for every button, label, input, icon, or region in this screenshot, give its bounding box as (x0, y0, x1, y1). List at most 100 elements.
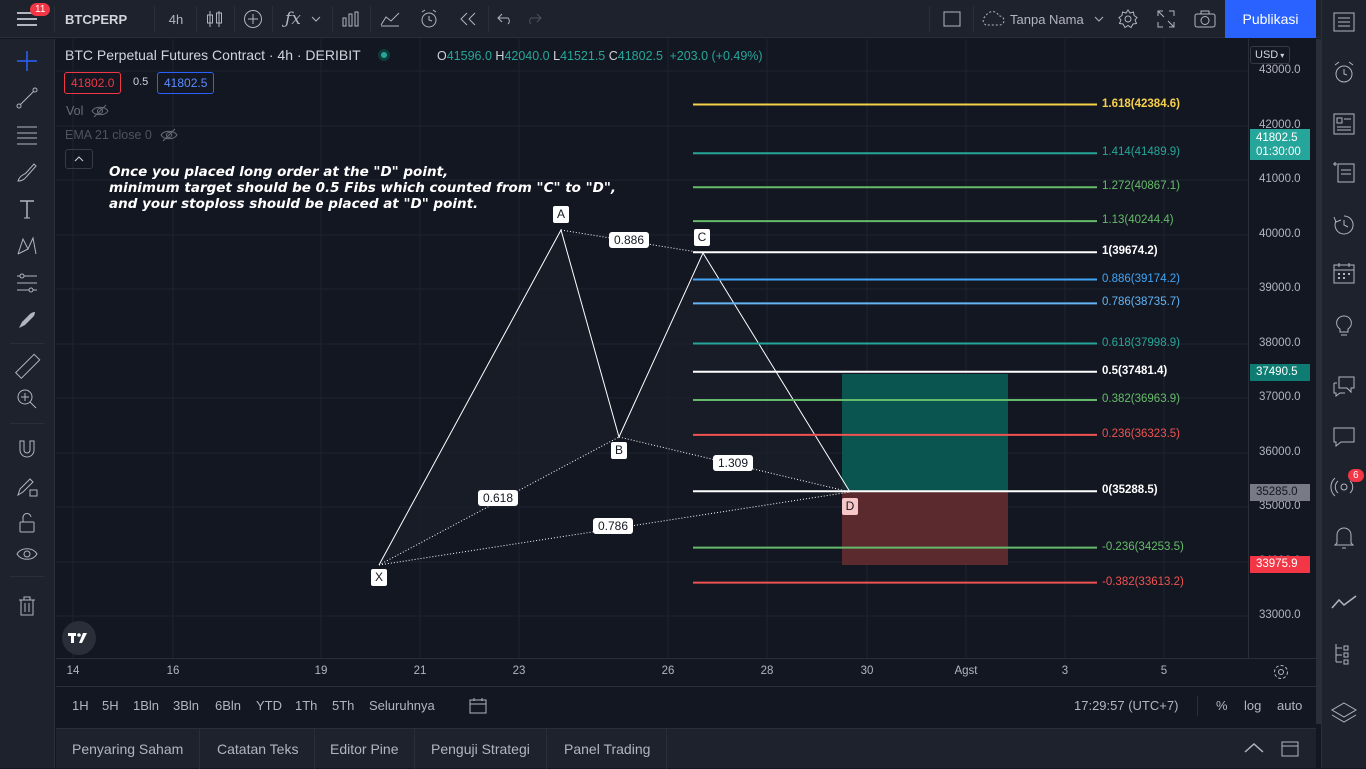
hidden-eye-icon[interactable] (160, 128, 178, 142)
fullscreen-button[interactable] (1148, 0, 1184, 38)
layers-icon (1331, 702, 1357, 723)
legend-title[interactable]: BTC Perpetual Futures Contract · 4h · DE… (65, 47, 361, 63)
range-button[interactable]: 1Th (295, 698, 318, 713)
time-tick: 16 (166, 665, 180, 677)
text-tool[interactable] (10, 192, 44, 226)
undo-button[interactable] (490, 0, 520, 38)
candles-icon (207, 11, 222, 27)
price-axis[interactable]: USD ▾ 43000.0 42000.0 41000.0 40000.0 39000.0… (1248, 39, 1316, 658)
ratio-bd-label: 1.309 (713, 455, 754, 471)
currency-button[interactable]: USD ▾ (1250, 46, 1290, 64)
strategy-note[interactable]: Once you placed long order at the "D" po… (109, 164, 616, 212)
alert-button[interactable] (410, 0, 448, 38)
hide-drawings-tool[interactable] (10, 537, 44, 571)
hotlist-button[interactable] (1327, 155, 1361, 189)
price-tick: 39000.0 (1259, 282, 1301, 294)
templates-button[interactable] (372, 0, 408, 38)
snapshot-button[interactable] (1186, 0, 1224, 38)
buy-button[interactable]: 41802.5 (157, 72, 215, 94)
zoom-tool[interactable] (10, 382, 44, 416)
notifications-button[interactable] (1327, 520, 1361, 554)
time-axis[interactable]: 14 16 19 21 23 26 28 30 Agst 3 5 (56, 658, 1316, 685)
financials-button[interactable] (334, 0, 368, 38)
sell-button[interactable]: 41802.0 (64, 72, 122, 94)
remove-drawings-tool[interactable] (10, 589, 44, 623)
point-a-label: A (553, 206, 569, 223)
bottom-tab[interactable]: Penguji Strategi (415, 729, 547, 769)
bottom-tab[interactable]: Panel Trading (548, 729, 668, 769)
pattern-tool[interactable] (10, 229, 44, 263)
calendar-button[interactable] (1327, 256, 1361, 290)
plus-circle-icon (244, 10, 262, 28)
chart-pane[interactable]: BTC Perpetual Futures Contract · 4h · DE… (56, 39, 1248, 658)
last-price: 41802.5 (1256, 132, 1298, 144)
watchlist-button[interactable] (1327, 5, 1361, 39)
redo-button[interactable] (520, 0, 548, 38)
trendline-tool[interactable] (10, 81, 44, 115)
alerts-button[interactable] (1327, 56, 1361, 90)
icons-tool[interactable] (10, 303, 44, 337)
forecast-tool[interactable] (10, 266, 44, 300)
bottom-tab[interactable]: Catatan Teks (201, 729, 316, 769)
stop-zone[interactable] (842, 492, 1008, 565)
range-button[interactable]: Seluruhnya (369, 698, 435, 713)
fib-retracement[interactable] (693, 103, 1097, 584)
layers-button[interactable] (1327, 696, 1361, 730)
percent-scale-button[interactable]: % (1216, 698, 1228, 713)
chart-settings-button[interactable] (1272, 663, 1290, 684)
layout-button[interactable] (933, 0, 971, 38)
replay-button[interactable] (450, 0, 486, 38)
lock-draw-tool[interactable] (10, 469, 44, 503)
history-button[interactable] (1327, 208, 1361, 242)
messages-button[interactable] (1327, 420, 1361, 454)
zigzag-icon (1331, 595, 1357, 609)
expand-panel-button[interactable] (1244, 742, 1264, 757)
compare-button[interactable] (236, 0, 270, 38)
indicators-button[interactable]: ƒx (276, 0, 330, 38)
range-button[interactable]: 3Bln (173, 698, 200, 713)
range-button[interactable]: 6Bln (215, 698, 242, 713)
range-button[interactable]: 1Bln (133, 698, 160, 713)
publish-button[interactable]: Publikasi (1225, 0, 1316, 38)
market-status-icon[interactable] (378, 49, 391, 61)
fib-tool[interactable] (10, 118, 44, 152)
symbol-search[interactable]: BTCPERP (65, 11, 128, 27)
maximize-panel-button[interactable] (1281, 741, 1299, 760)
layout-name-button[interactable]: Tanpa Nama (976, 0, 1108, 38)
hidden-eye-icon[interactable] (91, 104, 109, 118)
menu-button[interactable]: 11 (4, 0, 51, 38)
chats-button[interactable] (1327, 369, 1361, 403)
collapse-legend-button[interactable] (65, 149, 93, 169)
bottom-tab[interactable]: Editor Pine (314, 729, 416, 769)
object-tree-button[interactable] (1327, 636, 1361, 670)
fib-level-label: 1.272(40867.1) (1102, 180, 1181, 193)
brush-tool[interactable] (10, 155, 44, 189)
candles-button[interactable] (198, 0, 232, 38)
data-window-button[interactable] (1327, 107, 1361, 141)
range-button[interactable]: 5H (102, 698, 119, 713)
log-scale-button[interactable]: log (1244, 698, 1262, 713)
interval-button[interactable]: 4h (168, 11, 184, 27)
ema-legend[interactable]: EMA 21 close 0 (65, 128, 178, 142)
lock-all-tool[interactable] (10, 506, 44, 540)
ideas-button[interactable] (1327, 309, 1361, 343)
range-button[interactable]: 5Th (332, 698, 355, 713)
auto-scale-button[interactable]: auto (1277, 698, 1303, 713)
ohlc-values: O41596.0 H42040.0 L41521.5 C41802.5 +203… (437, 49, 763, 63)
target-zone[interactable] (842, 374, 1008, 492)
time-tick: 26 (661, 665, 675, 677)
clock-timezone[interactable]: 17:29:57 (UTC+7) (1074, 698, 1179, 713)
range-button[interactable]: YTD (256, 698, 282, 713)
range-button[interactable]: 1H (72, 698, 89, 713)
tradingview-logo[interactable] (62, 621, 96, 655)
settings-button[interactable] (1110, 0, 1146, 38)
measure-tool[interactable] (10, 350, 44, 384)
time-tick: 14 (66, 665, 80, 677)
streams-button[interactable]: 6 (1327, 469, 1364, 504)
magnet-tool[interactable] (10, 432, 44, 466)
crosshair-tool[interactable] (10, 44, 44, 78)
goto-date-button[interactable] (469, 697, 487, 718)
bottom-tab[interactable]: Penyaring Saham (56, 729, 201, 769)
trade-button[interactable] (1327, 586, 1361, 620)
volume-legend[interactable]: Vol (66, 104, 109, 118)
